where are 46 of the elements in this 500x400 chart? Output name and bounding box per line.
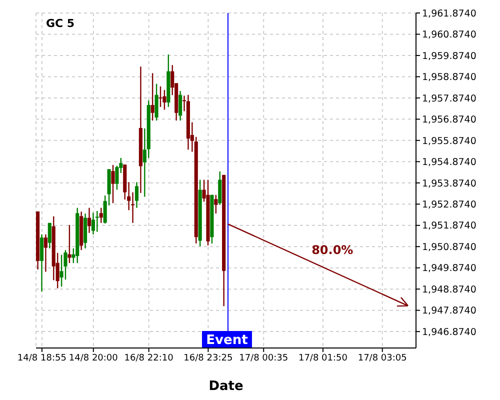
x-tick-label: 17/8 03:05 [358,353,407,364]
candlestick [218,170,222,206]
candlestick [103,194,107,224]
y-tick-label: 1,948.8740 [422,284,476,296]
y-tick-label: 1,961.8740 [422,8,476,20]
candlestick [134,182,139,208]
candlestick [87,207,92,234]
candlestick [60,254,64,288]
y-tick-label: 1,949.8740 [422,263,476,274]
y-tick-label: 1,960.8740 [422,30,476,41]
y-tick-label: 1,957.8740 [422,93,476,104]
candlestick [150,72,154,122]
y-tick-label: 1,950.8740 [422,242,476,253]
candlestick [214,194,218,214]
x-tick-label: 16/8 22:10 [124,353,174,364]
candlestick [91,212,95,235]
annotation: 80.0% [312,243,354,258]
text: Event [206,333,248,348]
y-tick-label: 1,955.8740 [422,136,476,147]
y-tick-label: 1,956.8740 [422,114,476,126]
candlestick [178,90,182,122]
candlestick [44,234,48,272]
y-tick-label: 1,953.8740 [422,178,476,190]
candlestick [48,222,52,249]
y-tick-label: 1,951.8740 [422,220,476,232]
x-tick-label: 14/8 18:55 [17,353,66,364]
y-tick-label: 1,946.8740 [422,326,476,338]
x-tick-label: 17/8 01:50 [298,353,348,364]
candlestick [95,210,99,232]
x-axis-title: Date [208,379,244,394]
y-tick-label: 1,959.8740 [422,50,476,62]
x-tick-label: 16/8 23:25 [184,353,233,364]
y-tick-label: 1,952.8740 [422,200,476,211]
x-tick-label: 14/8 20:00 [68,353,118,364]
y-tick-label: 1,954.8740 [422,157,476,168]
candlestick [154,83,158,122]
candlestick [115,165,119,190]
candlestick [158,86,162,108]
chart-title: GC 5 [46,17,75,30]
candlestick [111,164,115,204]
candlestick [162,89,166,110]
y-tick-label: 1,958.8740 [422,72,476,84]
y-tick-label: 1,947.8740 [422,306,476,317]
candlestick [99,207,103,224]
candlestick [40,234,44,292]
x-tick-label: 17/8 00:35 [239,353,288,364]
